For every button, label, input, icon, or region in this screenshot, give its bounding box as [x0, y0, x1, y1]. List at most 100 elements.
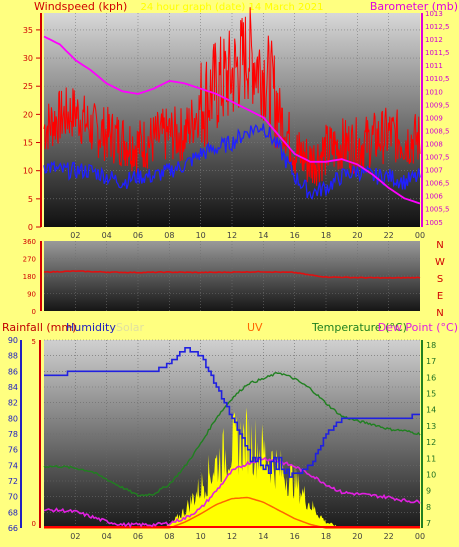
barometer-series-line — [43, 35, 421, 205]
humidity-y-tick-label: 80 — [8, 414, 18, 423]
dewpoint-series-line — [43, 456, 421, 529]
direction-y-tick-label: 270 — [23, 256, 36, 264]
temperature-y-tick-label: 12 — [426, 438, 436, 447]
temperature-y-tick-label: 10 — [426, 471, 436, 480]
wind-y-tick-label: 20 — [23, 110, 33, 119]
windspeed-title: Windspeed (kph) — [34, 0, 127, 13]
wind-x-tick-label: 12 — [227, 231, 237, 240]
direction-panel — [44, 241, 420, 311]
wind-x-tick-label: 10 — [196, 231, 206, 240]
lower-x-tick-label: 10 — [196, 532, 206, 541]
compass-label: N — [436, 308, 443, 319]
uv-title: UV — [247, 321, 263, 334]
lower-x-tick-label: 02 — [70, 532, 80, 541]
humidity-y-tick-label: 74 — [8, 461, 18, 470]
humidity-y-tick-label: 78 — [8, 430, 18, 439]
humidity-series-line — [44, 346, 420, 478]
temperature-y-tick-label: 17 — [426, 357, 436, 366]
wind-x-tick-label: 14 — [258, 231, 268, 240]
baro-y-tick-label: 1013 — [425, 10, 443, 18]
humidity-y-tick-label: 72 — [8, 477, 18, 486]
lower-x-tick-label: 12 — [227, 532, 237, 541]
temperature-y-tick-label: 7 — [426, 519, 431, 528]
lower-x-tick-label: 06 — [133, 532, 143, 541]
baro-y-tick-label: 1011 — [425, 62, 443, 70]
wind-x-tick-label: 18 — [321, 231, 331, 240]
wind-y-tick-label: 15 — [23, 139, 33, 148]
temperature-y-tick-label: 9 — [426, 487, 431, 496]
humidity-y-tick-label: 86 — [8, 367, 18, 376]
wind-x-tick-label: 04 — [102, 231, 112, 240]
windspeed-series-line — [43, 123, 421, 200]
baro-y-tick-label: 1007,5 — [425, 154, 450, 162]
direction-y-tick-label: 180 — [23, 273, 36, 281]
temperature-y-tick-label: 8 — [426, 503, 431, 512]
wind-y-tick-label: 5 — [28, 195, 33, 204]
temperature-y-tick-label: 15 — [426, 389, 436, 398]
humidity-y-tick-label: 68 — [8, 508, 18, 517]
humidity-y-tick-label: 88 — [8, 352, 18, 361]
baro-y-tick-label: 1010 — [425, 88, 443, 96]
baro-y-tick-label: 1011,5 — [425, 49, 450, 57]
direction-y-tick-label: 90 — [27, 291, 36, 299]
gust-series-line — [43, 7, 421, 186]
baro-y-tick-label: 1012 — [425, 36, 443, 44]
lower-x-tick-label: 04 — [102, 532, 112, 541]
direction-y-tick-label: 360 — [23, 238, 36, 246]
lower-x-tick-label: 18 — [321, 532, 331, 541]
temperature-series-line — [43, 371, 421, 497]
wind-x-tick-label: 20 — [352, 231, 362, 240]
wind-x-tick-label: 02 — [70, 231, 80, 240]
baro-y-tick-label: 1008 — [425, 140, 443, 148]
temperature-y-tick-label: 18 — [426, 341, 436, 350]
lower-x-tick-label: 08 — [164, 532, 174, 541]
rainfall-title: Rainfall (mm) — [2, 321, 76, 334]
humidity-title: Humidity — [66, 321, 116, 334]
wind-y-tick-label: 35 — [23, 26, 33, 35]
baro-y-tick-label: 1012,5 — [425, 23, 450, 31]
graph-date-title: 24 hour graph (date) 14 March 2021 — [141, 2, 324, 13]
humidity-y-tick-label: 76 — [8, 446, 18, 455]
baro-y-tick-label: 1006 — [425, 193, 443, 201]
compass-label: E — [437, 291, 443, 302]
lower-x-tick-label: 14 — [258, 532, 268, 541]
temperature-y-tick-label: 13 — [426, 422, 436, 431]
baro-y-tick-label: 1005 — [425, 219, 443, 227]
baro-y-tick-label: 1010,5 — [425, 75, 450, 83]
lower-x-tick-label: 16 — [290, 532, 300, 541]
wind-x-tick-label: 16 — [290, 231, 300, 240]
wind-y-tick-label: 0 — [28, 223, 33, 232]
axes-layer: 0510152025303510051005,510061006,5100710… — [8, 10, 450, 541]
rain-y-tick-label: 5 — [32, 338, 36, 346]
humidity-y-tick-label: 70 — [8, 493, 18, 502]
compass-label: N — [436, 240, 443, 251]
baro-y-tick-label: 1007 — [425, 167, 443, 175]
wind-y-tick-label: 10 — [23, 167, 33, 176]
baro-y-tick-label: 1005,5 — [425, 206, 450, 214]
compass-label: S — [437, 274, 443, 285]
direction-series-line — [43, 270, 421, 280]
lower-x-tick-label: 00 — [415, 532, 425, 541]
wind-x-tick-label: 06 — [133, 231, 143, 240]
direction-y-tick-label: 0 — [32, 308, 36, 316]
wind-y-tick-label: 30 — [23, 54, 33, 63]
wind-x-tick-label: 08 — [164, 231, 174, 240]
lower-x-tick-label: 20 — [352, 532, 362, 541]
humidity-y-tick-label: 66 — [8, 524, 18, 533]
baro-y-tick-label: 1008,5 — [425, 127, 450, 135]
rain-y-tick-label: 0 — [32, 520, 36, 528]
solar-title: Solar — [116, 321, 145, 334]
lower-x-tick-label: 22 — [384, 532, 394, 541]
baro-y-tick-label: 1009 — [425, 114, 443, 122]
compass-label: W — [435, 257, 445, 268]
barometer-title: Barometer (mb) — [370, 0, 458, 13]
humidity-y-tick-label: 82 — [8, 399, 18, 408]
temperature-title: Temperature (°C) — [311, 321, 407, 334]
humidity-y-tick-label: 90 — [8, 336, 18, 345]
temperature-y-tick-label: 11 — [426, 454, 436, 463]
temperature-y-tick-label: 14 — [426, 406, 436, 415]
solar-series-area — [44, 407, 420, 528]
wind-y-tick-label: 25 — [23, 82, 33, 91]
